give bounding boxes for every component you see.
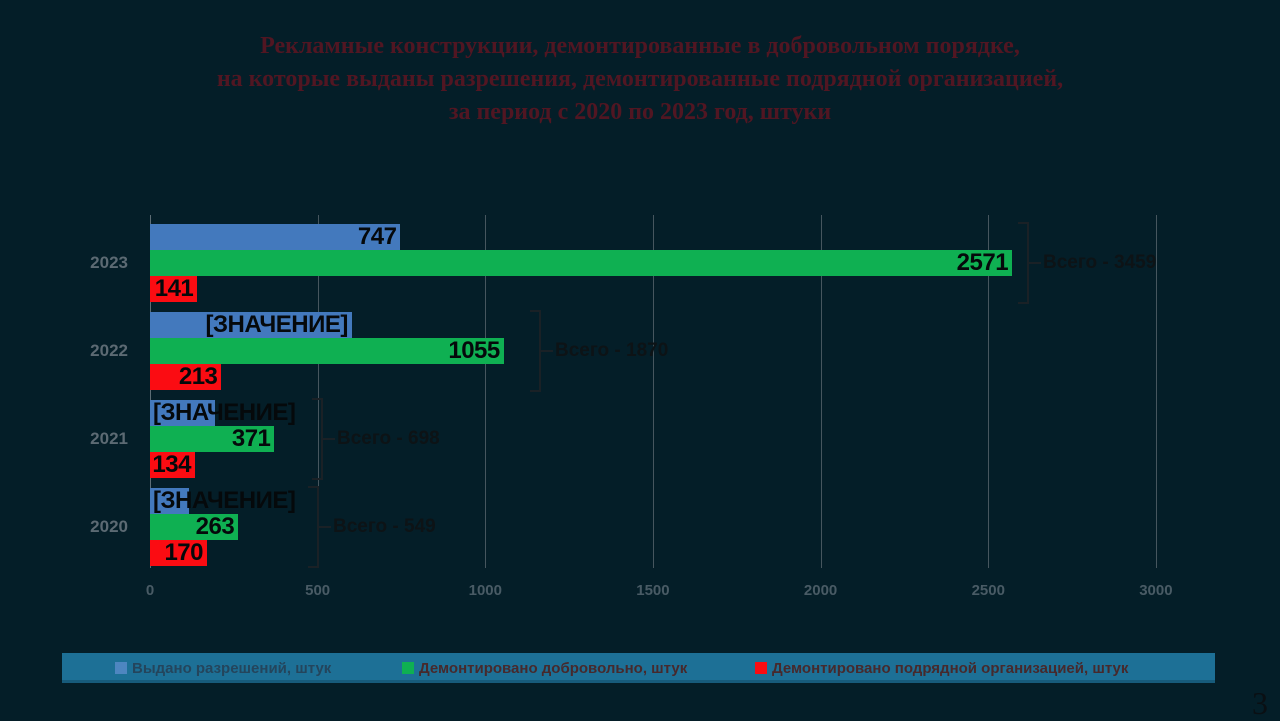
category-label-2021: 2021	[90, 429, 128, 448]
x-tick-label: 500	[305, 582, 331, 599]
x-tick-label: 2500	[971, 582, 1005, 599]
x-tick-label: 1500	[636, 582, 670, 599]
gridline	[1155, 215, 1157, 568]
bracket-hook-top	[308, 486, 317, 488]
bar-data-label: 141	[154, 275, 194, 302]
gridline	[988, 215, 990, 568]
bar-data-label: [ЗНАЧЕНИЕ]	[153, 487, 296, 514]
total-bracket-2022	[530, 310, 553, 392]
x-tick-label: 1000	[468, 582, 502, 599]
chart-legend: Выдано разрешений, штук Демонтировано доб…	[62, 653, 1215, 683]
bar-2023-series-1: 747	[150, 223, 401, 250]
bracket-hook-top	[1018, 222, 1027, 224]
total-bracket-2023	[1018, 222, 1041, 304]
category-label-2020: 2020	[90, 517, 128, 536]
slide-title-line-1: Рекламные конструкции, демонтированные в…	[260, 33, 1020, 59]
bar-2023-series-2: 2571	[150, 249, 1013, 276]
total-label-2023: Всего - 3459	[1043, 252, 1157, 273]
gridline	[485, 215, 487, 568]
bracket-midtick	[319, 526, 331, 528]
bracket-hook-top	[530, 310, 539, 312]
legend-label: Выдано разрешений, штук	[132, 659, 332, 677]
bar-2023-series-3: 141	[150, 275, 198, 302]
bar-2020-series-3: 170	[150, 540, 207, 566]
total-bracket-2021	[312, 398, 335, 480]
bar-data-label: 747	[357, 223, 397, 250]
legend-item-3: Демонтировано подрядной организацией, шт…	[755, 653, 1128, 683]
bracket-hook-bottom	[308, 566, 317, 568]
gridline	[652, 215, 654, 568]
bracket-hook-top	[312, 398, 321, 400]
page-number: 3	[1252, 685, 1268, 721]
total-label-2022: Всего - 1870	[555, 340, 669, 361]
bracket-midtick	[541, 350, 553, 352]
bracket-hook-bottom	[530, 390, 539, 392]
bar-2022-series-2: 1055	[150, 338, 504, 364]
gridline	[317, 215, 319, 568]
bracket-midtick	[1029, 262, 1041, 264]
bar-2021-series-2: 371	[150, 425, 275, 452]
legend-item-2: Демонтировано добровольно, штук	[402, 653, 687, 683]
slide-title-line-3: за период с 2020 по 2023 год, штуки	[448, 99, 832, 125]
bar-2020-series-2: 263	[150, 513, 239, 540]
bar-data-label: 134	[152, 451, 191, 478]
bar-data-label: 1055	[448, 337, 500, 364]
x-tick-label: 0	[145, 582, 155, 599]
total-label-2021: Всего - 698	[337, 428, 440, 449]
bar-2021-series-3: 134	[150, 452, 195, 478]
bracket-midtick	[323, 438, 335, 440]
bar-data-label: [ЗНАЧЕНИЕ]	[153, 399, 296, 426]
total-bracket-2020	[308, 486, 331, 568]
legend-label: Демонтировано подрядной организацией, шт…	[772, 659, 1129, 677]
bar-data-label: 213	[178, 363, 218, 390]
bar-2020-series-1: [ЗНАЧЕНИЕ]	[150, 488, 296, 514]
bar-data-label: 170	[164, 539, 203, 566]
bar-data-label: [ЗНАЧЕНИЕ]	[205, 311, 349, 338]
legend-swatch-icon	[402, 662, 414, 674]
legend-swatch-icon	[115, 662, 127, 674]
category-label-2022: 2022	[90, 341, 128, 360]
legend-swatch-icon	[755, 662, 767, 674]
legend-label: Демонтировано добровольно, штук	[419, 659, 688, 677]
bar-data-label: 2571	[956, 249, 1009, 276]
bracket-hook-bottom	[1018, 302, 1027, 304]
total-label-2020: Всего - 549	[333, 516, 436, 537]
legend-item-1: Выдано разрешений, штук	[115, 653, 331, 683]
x-tick-label: 2000	[803, 582, 838, 599]
slide-title: Рекламные конструкции, демонтированные в…	[0, 30, 1280, 129]
bar-data-label: 371	[231, 425, 271, 452]
bar-2022-series-3: 213	[150, 363, 222, 390]
y-axis-line	[150, 215, 151, 568]
gridline	[820, 215, 822, 568]
x-tick-label: 3000	[1139, 582, 1173, 599]
bar-data-label: 263	[195, 513, 235, 540]
category-label-2023: 2023	[90, 253, 128, 272]
bracket-hook-bottom	[312, 478, 321, 480]
slide-title-line-2: на которые выданы разрешения, демонтиров…	[216, 66, 1064, 92]
bar-2021-series-1: [ЗНАЧЕНИЕ]	[150, 400, 296, 426]
bar-2022-series-1: [ЗНАЧЕНИЕ]	[150, 312, 352, 338]
